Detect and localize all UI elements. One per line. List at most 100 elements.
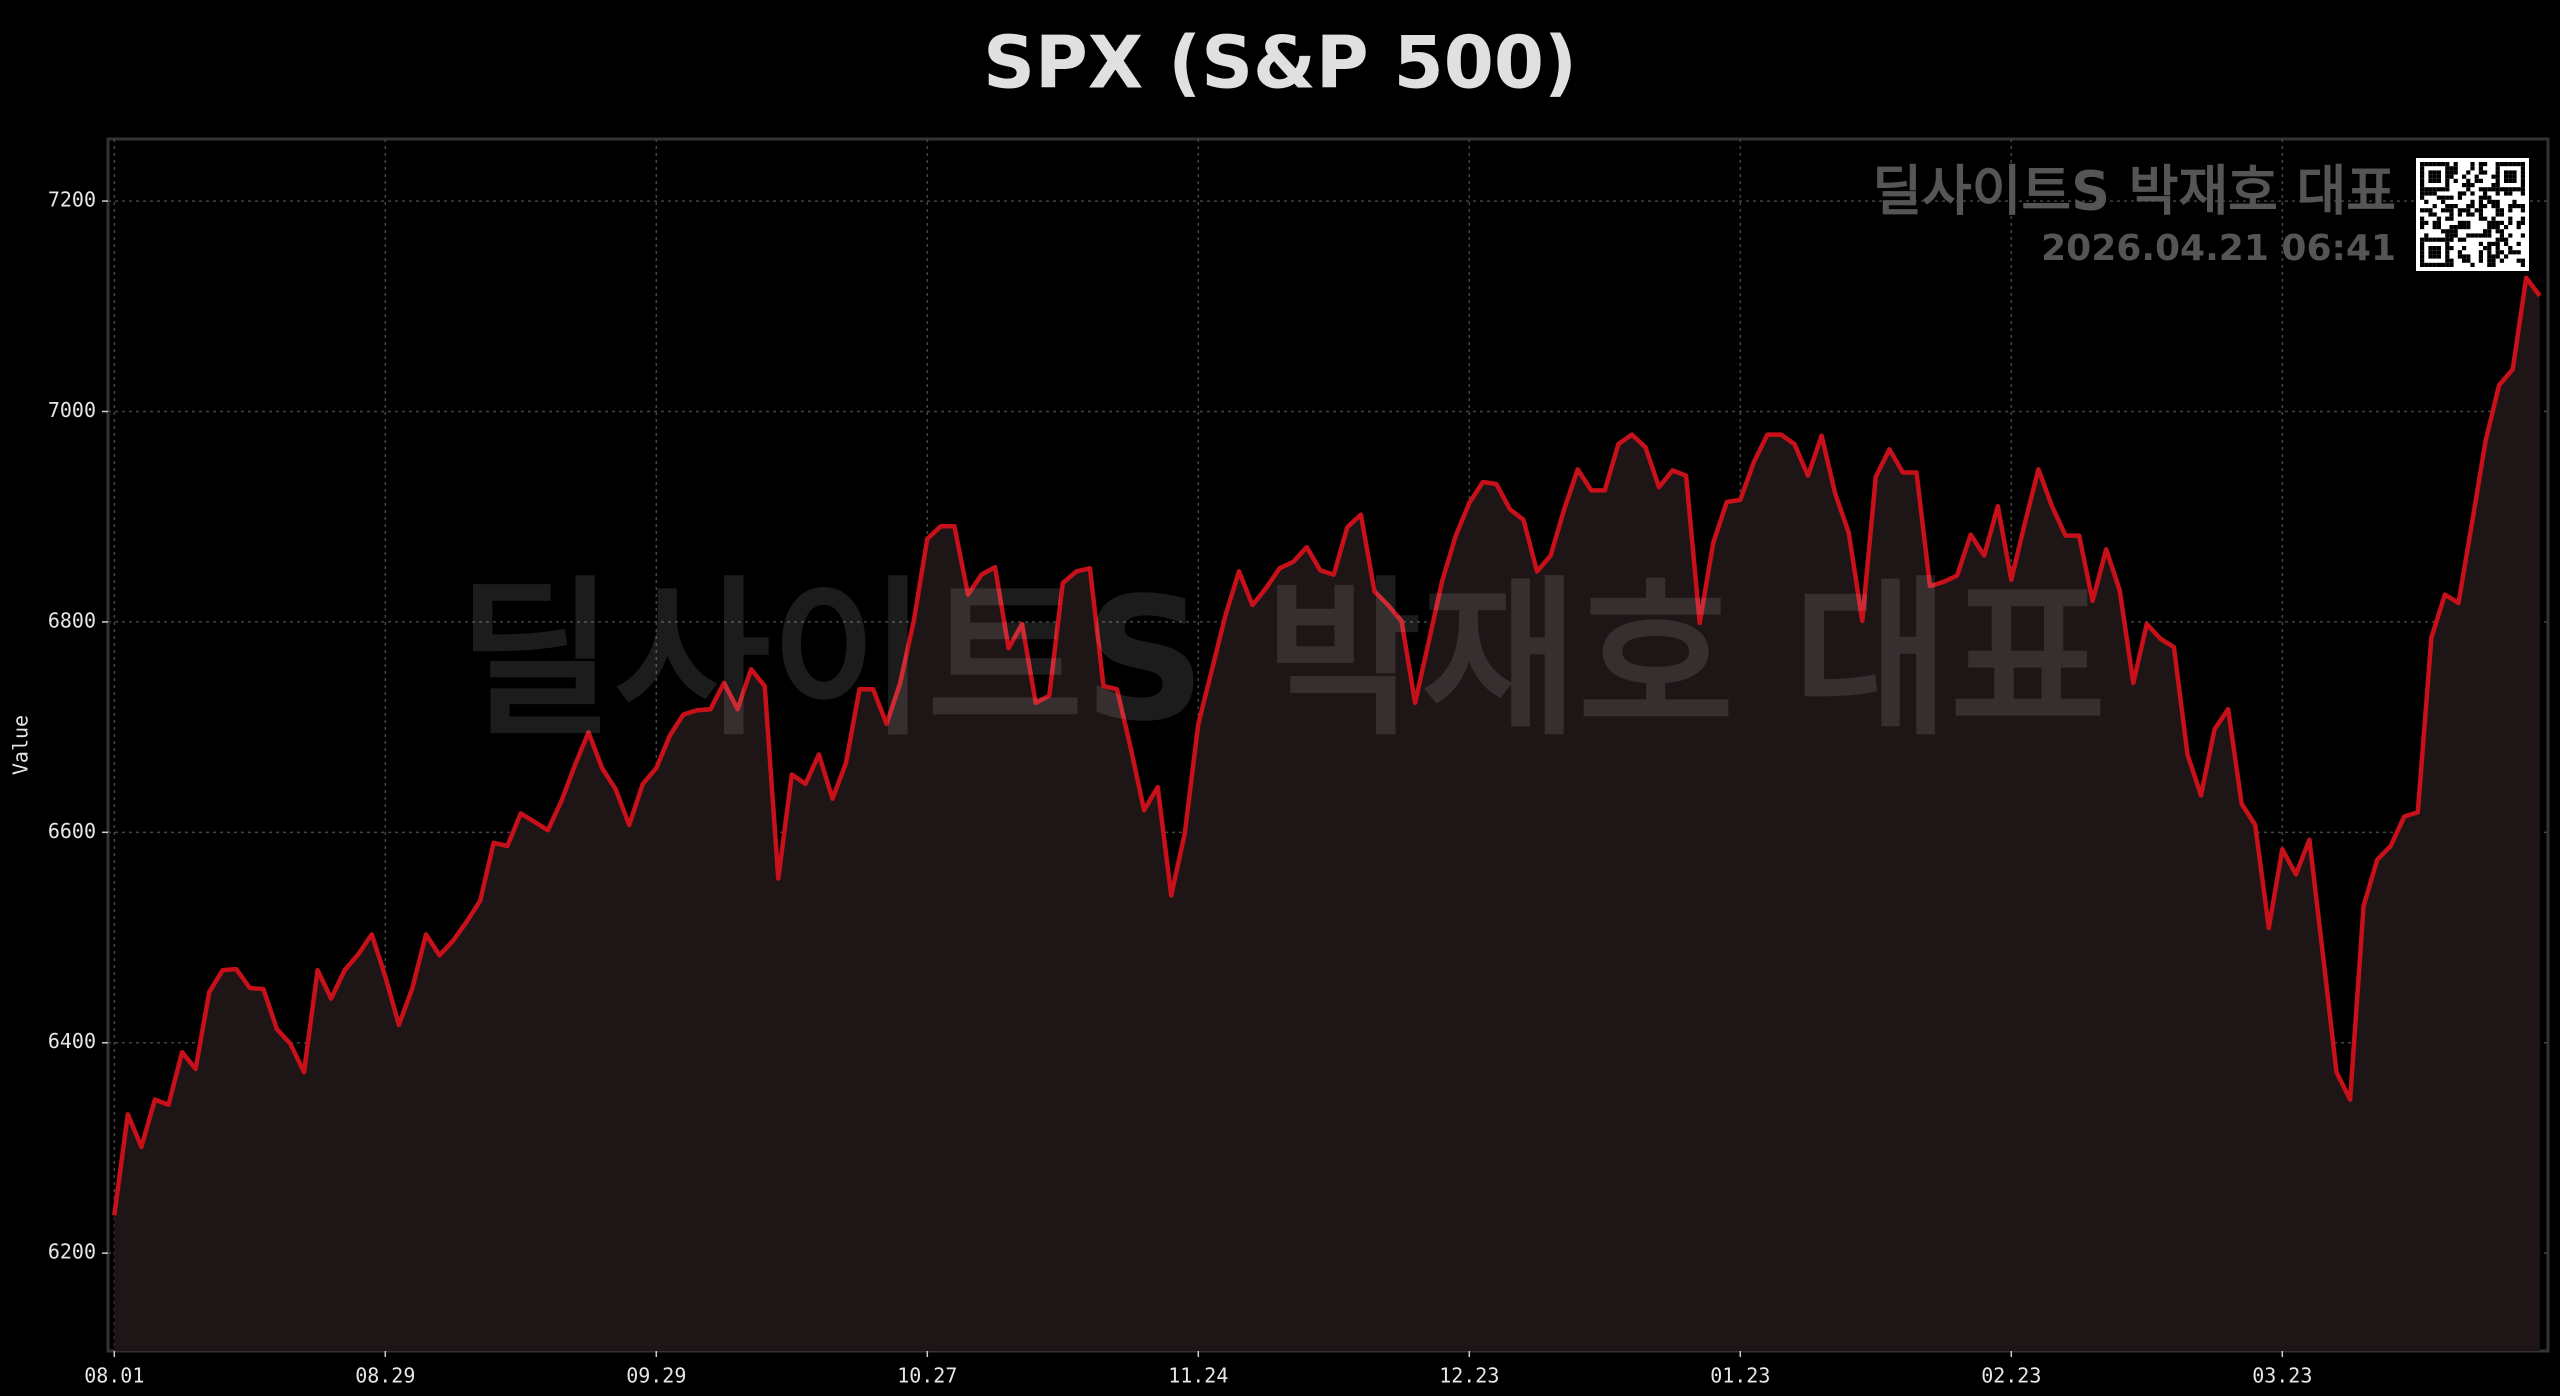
- qr-cell: [2508, 191, 2513, 196]
- qr-cell: [2483, 162, 2488, 167]
- qr-cell: [2504, 162, 2509, 167]
- qr-cell: [2420, 220, 2425, 225]
- qr-cell: [2478, 178, 2483, 183]
- qr-cell: [2424, 162, 2429, 167]
- qr-cell: [2453, 229, 2458, 234]
- qr-cell: [2445, 195, 2450, 200]
- qr-cell: [2449, 204, 2454, 209]
- qr-cell: [2436, 225, 2441, 230]
- qr-cell: [2466, 187, 2471, 192]
- qr-cell: [2420, 178, 2425, 183]
- qr-cell: [2420, 195, 2425, 200]
- qr-cell: [2432, 262, 2437, 267]
- qr-cell: [2436, 162, 2441, 167]
- qr-cell: [2499, 233, 2504, 238]
- qr-cell: [2462, 258, 2467, 263]
- qr-cell: [2483, 233, 2488, 238]
- qr-cell: [2516, 241, 2521, 246]
- qr-cell: [2491, 220, 2496, 225]
- qr-cell: [2445, 174, 2450, 179]
- qr-cell: [2441, 237, 2446, 242]
- qr-cell: [2424, 199, 2429, 204]
- qr-cell: [2420, 170, 2425, 175]
- qr-cell: [2449, 170, 2454, 175]
- qr-cell: [2441, 199, 2446, 204]
- qr-cell: [2466, 183, 2471, 188]
- qr-cell: [2466, 212, 2471, 217]
- plot-area: 6200 6400 6600 6800 7000 7200 08.01 08.29 09.29 1…: [48, 137, 2550, 1388]
- qr-cell: [2436, 237, 2441, 242]
- qr-cell: [2495, 199, 2500, 204]
- qr-cell: [2466, 258, 2471, 263]
- qr-cell: [2449, 229, 2454, 234]
- qr-cell: [2424, 187, 2429, 192]
- qr-cell: [2462, 191, 2467, 196]
- qr-cell: [2487, 187, 2492, 192]
- qr-cell: [2420, 216, 2425, 221]
- qr-cell: [2512, 250, 2517, 255]
- qr-cell: [2470, 204, 2475, 209]
- watermark-large: 딜사이트S 박재호 대표: [458, 561, 2106, 759]
- qr-cell: [2445, 187, 2450, 192]
- qr-cell: [2495, 162, 2500, 167]
- qr-cell: [2428, 262, 2433, 267]
- qr-cell: [2428, 212, 2433, 217]
- qr-cell: [2520, 183, 2525, 188]
- timestamp: 2026.04.21 06:41: [2041, 228, 2396, 269]
- qr-cell: [2436, 187, 2441, 192]
- qr-cell: [2420, 241, 2425, 246]
- qr-cell: [2499, 208, 2504, 213]
- qr-cell: [2508, 204, 2513, 209]
- qr-cell: [2428, 250, 2433, 255]
- qr-cell: [2424, 262, 2429, 267]
- qr-cell: [2483, 170, 2488, 175]
- qr-cell: [2420, 237, 2425, 242]
- qr-cell: [2520, 174, 2525, 179]
- qr-cell: [2462, 220, 2467, 225]
- qr-cell: [2499, 162, 2504, 167]
- qr-cell: [2449, 195, 2454, 200]
- qr-cell: [2470, 262, 2475, 267]
- qr-cell: [2445, 204, 2450, 209]
- qr-cell: [2445, 216, 2450, 221]
- qr-cell: [2495, 254, 2500, 259]
- qr-cell: [2445, 237, 2450, 242]
- qr-cell: [2499, 250, 2504, 255]
- qr-cell: [2441, 162, 2446, 167]
- qr-cell: [2453, 166, 2458, 171]
- qr-cell: [2428, 187, 2433, 192]
- qr-cell: [2487, 199, 2492, 204]
- qr-cell: [2449, 262, 2454, 267]
- qr-cell: [2449, 166, 2454, 171]
- watermark-small: 딜사이트S 박재호 대표: [1872, 160, 2396, 223]
- qr-cell: [2495, 170, 2500, 175]
- qr-cell: [2470, 233, 2475, 238]
- qr-cell: [2436, 195, 2441, 200]
- qr-cell: [2449, 246, 2454, 251]
- line: [112, 275, 2542, 1216]
- qr-cell: [2445, 162, 2450, 167]
- qr-cell: [2504, 237, 2509, 242]
- qr-cell: [2428, 237, 2433, 242]
- qr-cell: [2491, 258, 2496, 263]
- qr-cell: [2453, 178, 2458, 183]
- y-tick-label: 6600: [48, 819, 96, 843]
- qr-cell: [2512, 174, 2517, 179]
- qr-cell: [2453, 233, 2458, 238]
- qr-cell: [2495, 178, 2500, 183]
- qr-cell: [2457, 191, 2462, 196]
- qr-cell: [2432, 204, 2437, 209]
- chart-title: SPX (S&P 500): [983, 21, 1577, 105]
- qr-cell: [2436, 262, 2441, 267]
- qr-cell: [2424, 220, 2429, 225]
- qr-cell: [2441, 195, 2446, 200]
- qr-cell: [2520, 166, 2525, 171]
- qr-cell: [2520, 187, 2525, 192]
- qr-cell: [2495, 174, 2500, 179]
- qr-cell: [2466, 225, 2471, 230]
- qr-cell: [2445, 258, 2450, 263]
- qr-cell: [2462, 208, 2467, 213]
- qr-cell: [2453, 170, 2458, 175]
- x-tick-label: 02.23: [1981, 1364, 2041, 1388]
- qr-cell: [2516, 250, 2521, 255]
